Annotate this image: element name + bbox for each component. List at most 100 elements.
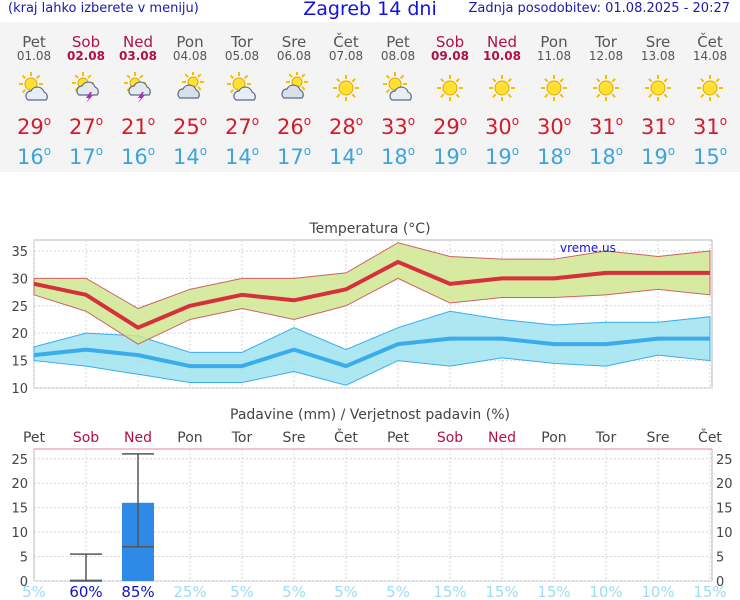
precipitation-x-tick: Sob: [73, 430, 99, 446]
temperature-y-tick: 20: [11, 327, 28, 342]
partly-cloudy-icon: [18, 72, 50, 104]
temperature-y-tick: 15: [11, 355, 28, 370]
max-temperature: 28o: [328, 114, 364, 139]
max-temperature: 30o: [536, 114, 572, 139]
precipitation-chart-title: Padavine (mm) / Verjetnost padavin (%): [230, 407, 510, 423]
sunny-icon: [538, 72, 570, 104]
max-temperature: 31o: [692, 114, 728, 139]
day-date: 07.08: [328, 49, 364, 63]
precipitation-probability: 25%: [173, 583, 206, 600]
max-temperature: 27o: [68, 114, 104, 139]
day-date: 13.08: [640, 49, 676, 63]
day-name: Čet: [333, 33, 359, 51]
partly-cloudy-icon: [382, 72, 414, 104]
day-date: 09.08: [431, 49, 469, 63]
temperature-y-tick: 10: [11, 382, 28, 397]
precipitation-y-tick-left: 15: [11, 502, 28, 517]
temperature-y-tick: 25: [11, 300, 28, 315]
min-temperature: 15o: [692, 144, 728, 169]
day-name: Pon: [176, 33, 204, 51]
precipitation-probability: 10%: [641, 583, 674, 600]
sunny-icon: [694, 72, 726, 104]
min-temperature: 16o: [16, 144, 52, 169]
last-updated: Zadnja posodobitev: 01.08.2025 - 20:27: [468, 1, 730, 16]
day-name: Tor: [595, 33, 617, 51]
min-temperature: 16o: [120, 144, 156, 169]
day-date: 06.08: [276, 49, 312, 63]
max-temperature: 21o: [120, 114, 156, 139]
day-date: 01.08: [16, 49, 52, 63]
max-temperature-line: [33, 259, 710, 330]
precipitation-y-tick-right: 20: [716, 477, 733, 492]
temperature-chart-title: Temperatura (°C): [308, 221, 430, 237]
day-name: Sob: [71, 33, 101, 51]
min-temperature: 19o: [484, 144, 520, 169]
day-date: 12.08: [588, 49, 624, 63]
precipitation-y-tick-left: 20: [11, 477, 28, 492]
day-date: 11.08: [536, 49, 572, 63]
max-temperature: 31o: [588, 114, 624, 139]
day-name: Pet: [22, 33, 46, 51]
precipitation-probability: 15%: [433, 583, 466, 600]
sunny-icon: [330, 72, 362, 104]
precipitation-probability: 15%: [537, 583, 570, 600]
min-temperature: 14o: [328, 144, 364, 169]
precipitation-probability: 15%: [693, 583, 726, 600]
min-temperature: 19o: [432, 144, 468, 169]
precipitation-probability: 5%: [386, 583, 410, 600]
day-name: Pon: [540, 33, 568, 51]
precipitation-probability: 5%: [282, 583, 306, 600]
day-date: 02.08: [67, 49, 105, 63]
day-date: 10.08: [483, 49, 521, 63]
precipitation-y-tick-right: 25: [716, 453, 733, 468]
day-name: Sob: [435, 33, 465, 51]
precipitation-probability: 5%: [22, 583, 46, 600]
precipitation-y-tick-left: 0: [20, 575, 28, 590]
max-temperature: 25o: [172, 114, 208, 139]
top-bar: (kraj lahko izberete v meniju) Zagreb 14…: [0, 0, 740, 22]
precipitation-probability: 85%: [121, 583, 154, 600]
min-temperature: 17o: [68, 144, 104, 169]
precipitation-x-tick: Sob: [437, 430, 463, 446]
precipitation-x-tick: Čet: [334, 428, 358, 446]
min-temperature: 18o: [588, 144, 624, 169]
max-temperature: 26o: [276, 114, 312, 139]
precipitation-x-tick: Tor: [595, 430, 617, 446]
min-temperature: 14o: [172, 144, 208, 169]
page-title: Zagreb 14 dni: [303, 0, 437, 20]
watermark: vreme.us: [560, 241, 616, 255]
precipitation-y-tick-right: 15: [716, 502, 733, 517]
day-date: 14.08: [692, 49, 728, 63]
thunderstorm-icon: [122, 72, 154, 104]
precipitation-y-tick-left: 5: [20, 551, 28, 566]
precipitation-x-tick: Čet: [698, 428, 722, 446]
max-temperature: 29o: [432, 114, 468, 139]
precipitation-x-tick: Ned: [488, 430, 516, 446]
max-temperature: 31o: [640, 114, 676, 139]
min-temperature: 14o: [224, 144, 260, 169]
precipitation-y-tick-left: 25: [11, 453, 28, 468]
precipitation-x-tick: Pon: [177, 430, 202, 446]
precipitation-probability: 60%: [69, 583, 102, 600]
day-name: Ned: [123, 33, 153, 51]
min-temperature: 17o: [276, 144, 312, 169]
thunderstorm-icon: [70, 72, 102, 104]
day-name: Sre: [645, 33, 671, 51]
sunny-icon: [486, 72, 518, 104]
precipitation-y-tick-right: 10: [716, 526, 733, 541]
precipitation-probability: 15%: [485, 583, 518, 600]
location-menu-hint[interactable]: (kraj lahko izberete v meniju): [8, 1, 199, 16]
day-name: Tor: [231, 33, 253, 51]
day-name: Pet: [386, 33, 410, 51]
day-date: 03.08: [119, 49, 157, 63]
precipitation-probability: 10%: [589, 583, 622, 600]
precipitation-y-tick-right: 5: [716, 551, 724, 566]
precipitation-x-tick: Pet: [387, 430, 410, 446]
precipitation-x-tick: Sre: [647, 430, 670, 446]
day-date: 05.08: [224, 49, 260, 63]
max-temperature: 30o: [484, 114, 520, 139]
day-name: Sre: [281, 33, 307, 51]
day-name: Čet: [697, 33, 723, 51]
min-temperature: 18o: [536, 144, 572, 169]
